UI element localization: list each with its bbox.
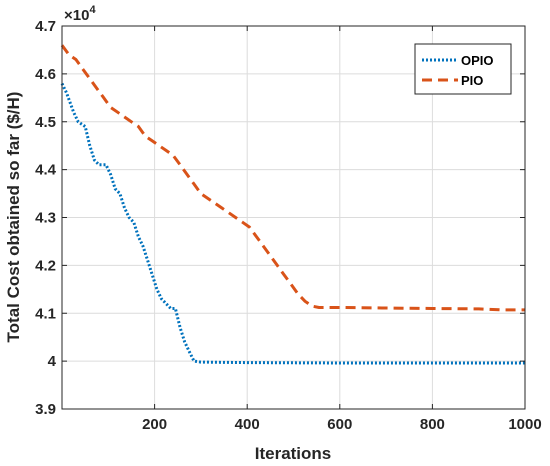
y-tick-label: 4.5: [35, 114, 56, 131]
x-tick-label: 1000: [508, 416, 541, 433]
y-tick-label: 4.3: [35, 210, 56, 227]
y-tick-label: 3.9: [35, 401, 56, 418]
tick-layer: 200 400 600 800 1000 3.9 4 4.1 4.2 4.3 4.4 4.5 4.6 4.…: [35, 18, 542, 433]
x-tick-label: 600: [327, 416, 352, 433]
legend: OPIO PIO: [414, 43, 512, 95]
y-axis-label: Total Cost obtained so far ($/H): [4, 92, 23, 343]
series-layer: [60, 44, 525, 365]
y-tick-label: 4.4: [35, 162, 57, 179]
legend-label-pio: PIO: [461, 73, 483, 88]
x-tick-label: 800: [420, 416, 445, 433]
x-axis-label: Iterations: [255, 444, 332, 463]
legend-label-opio: OPIO: [461, 53, 494, 68]
y-tick-label: 4: [48, 353, 57, 370]
x-tick-label: 400: [235, 416, 260, 433]
y-tick-label: 4.7: [35, 18, 56, 35]
y-axis-multiplier: ×104: [64, 4, 96, 24]
y-tick-label: 4.6: [35, 66, 56, 83]
x-tick-label: 200: [142, 416, 167, 433]
y-tick-label: 4.1: [35, 305, 56, 322]
legend-box: [414, 43, 512, 95]
series-line-opio: [60, 82, 525, 365]
y-axis-multiplier-exponent: 4: [89, 4, 96, 16]
y-axis-multiplier-base: ×10: [64, 7, 89, 24]
y-tick-label: 4.2: [35, 257, 56, 274]
series-line-pio: [60, 44, 525, 312]
